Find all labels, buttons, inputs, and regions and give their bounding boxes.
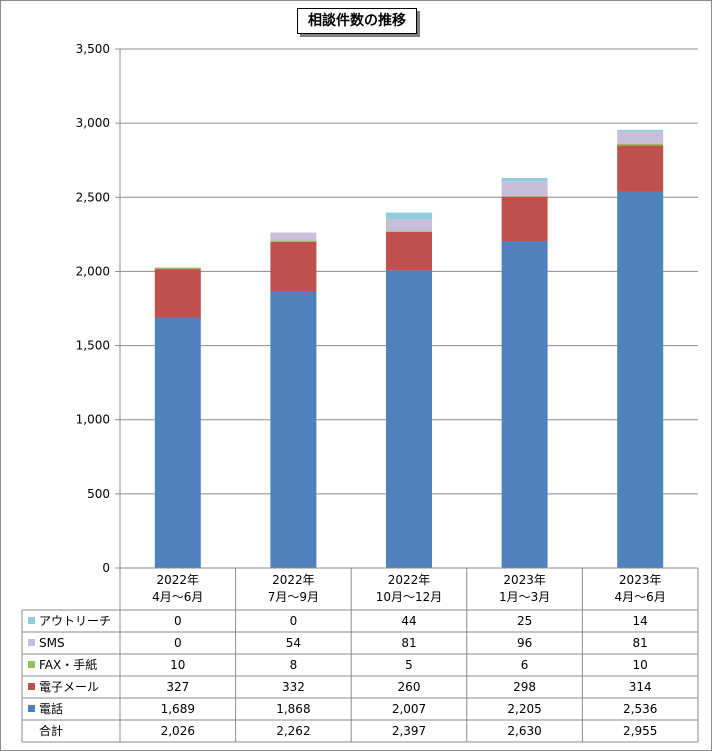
table-value: 8 bbox=[290, 658, 298, 672]
y-tick-label: 0 bbox=[102, 561, 110, 575]
table-value: 2,536 bbox=[623, 702, 657, 716]
bar-segment bbox=[270, 291, 317, 568]
table-value: 332 bbox=[282, 680, 305, 694]
table-series-name: SMS bbox=[39, 636, 65, 650]
y-tick-label: 2,000 bbox=[76, 264, 110, 278]
table-value: 6 bbox=[521, 658, 529, 672]
bar-segment bbox=[501, 196, 548, 242]
bar-segment bbox=[386, 231, 432, 232]
table-series-name: 電話 bbox=[39, 701, 63, 716]
y-tick-label: 3,000 bbox=[76, 116, 110, 130]
legend-key bbox=[28, 683, 35, 690]
bar-segment bbox=[617, 143, 664, 146]
table-value: 10 bbox=[633, 658, 648, 672]
table-value: 0 bbox=[290, 614, 298, 628]
table-value: 25 bbox=[517, 614, 532, 628]
bar-segment bbox=[617, 131, 664, 144]
bar-segment bbox=[617, 145, 664, 192]
legend-key bbox=[28, 661, 35, 668]
x-category-year: 2023年 bbox=[503, 573, 546, 587]
table-value: 327 bbox=[166, 680, 189, 694]
table-total-value: 2,026 bbox=[161, 724, 195, 738]
table-series-name: アウトリーチ bbox=[39, 614, 111, 628]
table-total-value: 2,397 bbox=[392, 724, 426, 738]
legend-key bbox=[28, 617, 35, 624]
bar-segment bbox=[386, 212, 432, 220]
bar-segment bbox=[270, 241, 317, 292]
table-total-value: 2,262 bbox=[276, 724, 310, 738]
bar-segment bbox=[154, 267, 201, 270]
table-value: 1,868 bbox=[276, 702, 310, 716]
x-category-year: 2023年 bbox=[619, 573, 662, 587]
chart-title: 相談件数の推移 bbox=[297, 8, 417, 34]
bar-segment bbox=[154, 269, 201, 318]
bar-segment bbox=[386, 219, 432, 232]
bar-segment bbox=[270, 232, 317, 241]
table-value: 314 bbox=[629, 680, 652, 694]
table-value: 1,689 bbox=[161, 702, 195, 716]
bar-segment bbox=[617, 191, 664, 568]
x-category-period: 7月～9月 bbox=[268, 590, 319, 604]
table-series-name: 電子メール bbox=[39, 680, 99, 694]
table-value: 2,205 bbox=[507, 702, 541, 716]
table-value: 5 bbox=[405, 658, 413, 672]
table-value: 298 bbox=[513, 680, 536, 694]
table-total-value: 2,955 bbox=[623, 724, 657, 738]
bar-segment bbox=[501, 195, 548, 197]
y-tick-label: 1,500 bbox=[76, 339, 110, 353]
bar-segment bbox=[386, 270, 432, 568]
x-category-year: 2022年 bbox=[388, 573, 431, 587]
x-category-year: 2022年 bbox=[157, 573, 200, 587]
y-tick-label: 2,500 bbox=[76, 190, 110, 204]
legend-key bbox=[28, 705, 35, 712]
table-value: 54 bbox=[286, 636, 301, 650]
table-total-value: 2,630 bbox=[507, 724, 541, 738]
table-value: 96 bbox=[517, 636, 532, 650]
bar-segment bbox=[617, 129, 664, 132]
y-tick-label: 500 bbox=[87, 487, 110, 501]
x-category-period: 4月～6月 bbox=[152, 590, 203, 604]
legend-key bbox=[28, 639, 35, 646]
x-category-period: 10月～12月 bbox=[376, 590, 443, 604]
table-value: 10 bbox=[170, 658, 185, 672]
table-value: 44 bbox=[401, 614, 416, 628]
y-tick-label: 1,000 bbox=[76, 413, 110, 427]
bar-segment bbox=[501, 181, 548, 196]
table-value: 81 bbox=[633, 636, 648, 650]
x-category-period: 1月～3月 bbox=[499, 590, 550, 604]
table-value: 260 bbox=[398, 680, 421, 694]
table-series-name: FAX・手紙 bbox=[39, 657, 97, 672]
y-tick-label: 3,500 bbox=[76, 42, 110, 56]
bar-segment bbox=[154, 317, 201, 568]
table-value: 0 bbox=[174, 636, 182, 650]
bar-segment bbox=[501, 178, 548, 182]
x-category-year: 2022年 bbox=[272, 573, 315, 587]
bar-segment bbox=[270, 240, 317, 242]
bar-segment bbox=[501, 241, 548, 568]
table-value: 0 bbox=[174, 614, 182, 628]
table-value: 14 bbox=[633, 614, 648, 628]
table-value: 81 bbox=[401, 636, 416, 650]
bar-segment bbox=[386, 231, 432, 271]
table-total-label: 合計 bbox=[39, 723, 63, 738]
table-value: 2,007 bbox=[392, 702, 426, 716]
x-category-period: 4月～6月 bbox=[615, 590, 666, 604]
